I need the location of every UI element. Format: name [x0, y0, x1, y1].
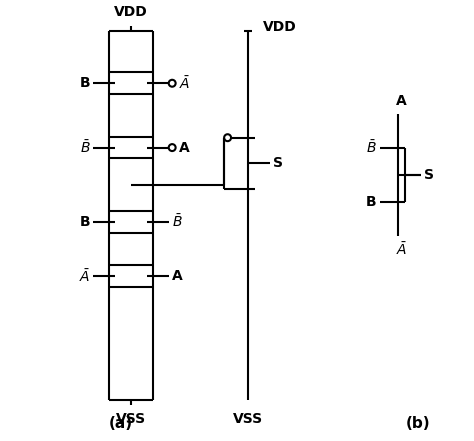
Text: VDD: VDD — [263, 20, 297, 34]
Text: $\bar{B}$: $\bar{B}$ — [80, 139, 91, 156]
Text: $\bar{A}$: $\bar{A}$ — [179, 75, 190, 92]
Text: A: A — [396, 94, 407, 108]
Text: B: B — [80, 76, 91, 90]
Text: VSS: VSS — [233, 412, 263, 426]
Text: $\bar{A}$: $\bar{A}$ — [79, 268, 91, 285]
Text: S: S — [424, 168, 434, 182]
Text: $\bar{A}$: $\bar{A}$ — [396, 242, 407, 258]
Text: S: S — [273, 157, 283, 170]
Text: VDD: VDD — [114, 5, 148, 19]
Text: (b): (b) — [406, 416, 430, 431]
Text: $\bar{B}$: $\bar{B}$ — [172, 213, 182, 230]
Text: B: B — [366, 195, 376, 209]
Text: A: A — [172, 269, 182, 283]
Text: VSS: VSS — [116, 412, 146, 426]
Text: A: A — [179, 141, 189, 155]
Text: B: B — [80, 215, 91, 229]
Text: (a): (a) — [109, 416, 133, 431]
Text: $\bar{B}$: $\bar{B}$ — [366, 139, 376, 156]
